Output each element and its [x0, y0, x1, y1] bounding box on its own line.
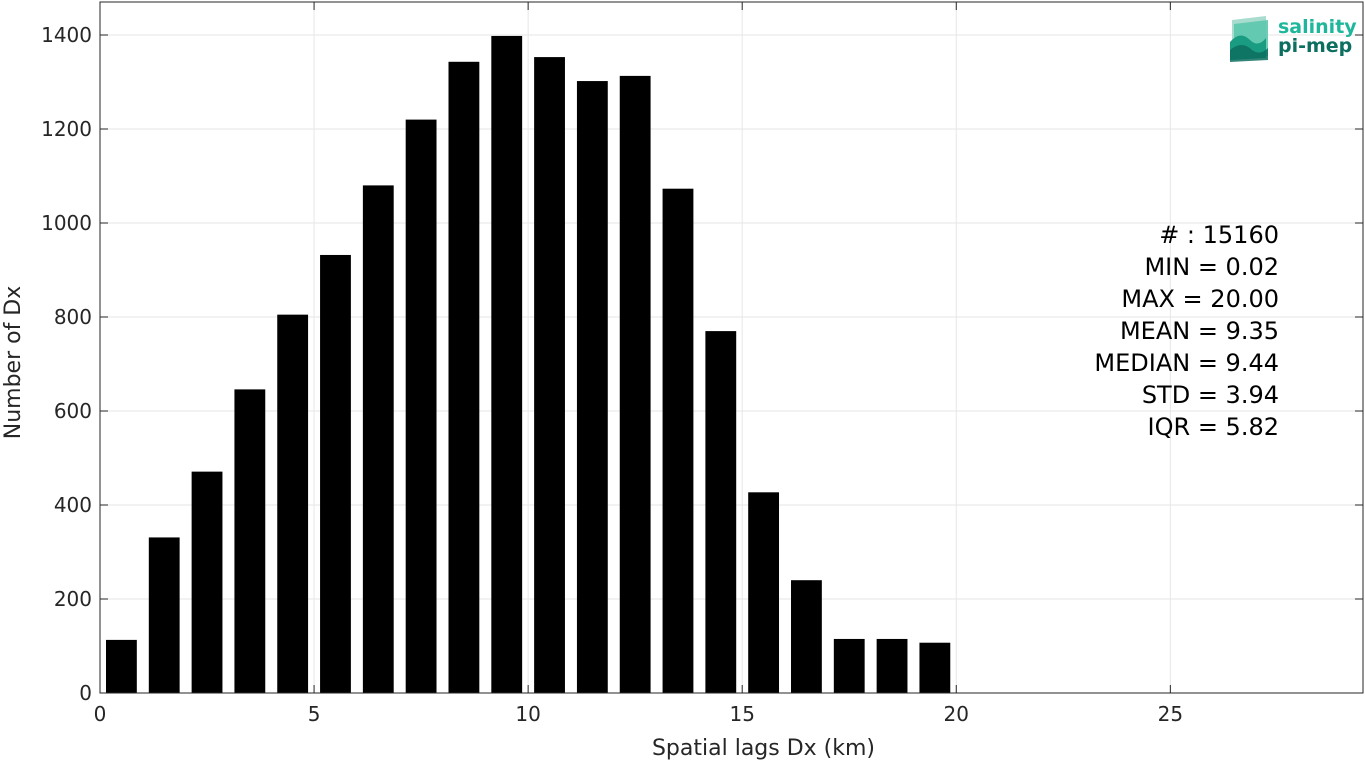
- histogram-bar: [105, 639, 137, 693]
- stat-line: STD = 3.94: [1142, 381, 1279, 409]
- x-tick-label: 20: [944, 702, 969, 726]
- stat-line: MEDIAN = 9.44: [1094, 349, 1279, 377]
- y-axis-title: Number of Dx: [1, 286, 26, 440]
- histogram-bar: [234, 389, 266, 693]
- statistics-annotation: # : 15160 MIN = 0.02 MAX = 20.00 MEAN = 9.3…: [1094, 221, 1279, 441]
- y-tick-label: 1000: [41, 211, 92, 235]
- histogram-bar: [705, 331, 737, 693]
- histogram-bar: [191, 471, 223, 693]
- histogram-bar: [876, 638, 908, 693]
- histogram-bar: [148, 537, 180, 693]
- x-tick-label: 0: [94, 702, 107, 726]
- x-tick-label: 25: [1158, 702, 1183, 726]
- stat-line: IQR = 5.82: [1148, 413, 1279, 441]
- histogram-bar: [919, 642, 951, 693]
- y-tick-label: 1400: [41, 23, 92, 47]
- histogram-bar: [362, 185, 394, 693]
- histogram-bar: [662, 188, 694, 693]
- histogram-bar: [534, 57, 565, 693]
- y-tick-label: 400: [54, 493, 92, 517]
- x-axis-title: Spatial lags Dx (km): [652, 736, 875, 761]
- y-tick-label: 1200: [41, 117, 92, 141]
- x-tick-label: 10: [515, 702, 540, 726]
- bars: [105, 35, 951, 694]
- y-tick-label: 800: [54, 305, 92, 329]
- histogram-bar: [277, 314, 309, 693]
- wave-logo-icon: [1230, 16, 1268, 62]
- y-tick-label: 200: [54, 587, 92, 611]
- y-tick-label: 600: [54, 399, 92, 423]
- histogram-bar: [576, 81, 608, 693]
- histogram-bar: [320, 254, 351, 693]
- salinity-pimep-logo: salinity pi-mep: [1230, 16, 1357, 62]
- x-tick-label: 5: [308, 702, 321, 726]
- ticks: 0 5 10 15 20 25 0 200 400 600 800 1000 1200 1400: [41, 2, 1363, 726]
- grid: [99, 2, 1363, 694]
- logo-text-salinity: salinity: [1278, 16, 1357, 38]
- histogram-bar: [448, 61, 480, 694]
- histogram-bar: [619, 75, 651, 693]
- histogram-bar: [405, 119, 437, 694]
- y-tick-label: 0: [79, 681, 92, 705]
- histogram-bar: [491, 35, 523, 693]
- plot-frame: [99, 1, 1364, 694]
- stat-line: # : 15160: [1159, 221, 1279, 249]
- logo-text-pimep: pi-mep: [1278, 35, 1352, 57]
- stat-line: MIN = 0.02: [1144, 253, 1279, 281]
- stat-line: MEAN = 9.35: [1120, 317, 1279, 345]
- histogram-bar: [748, 492, 780, 693]
- x-tick-label: 15: [729, 702, 754, 726]
- histogram-bar: [833, 638, 865, 693]
- stat-line: MAX = 20.00: [1121, 285, 1279, 313]
- histogram-bar: [791, 580, 822, 693]
